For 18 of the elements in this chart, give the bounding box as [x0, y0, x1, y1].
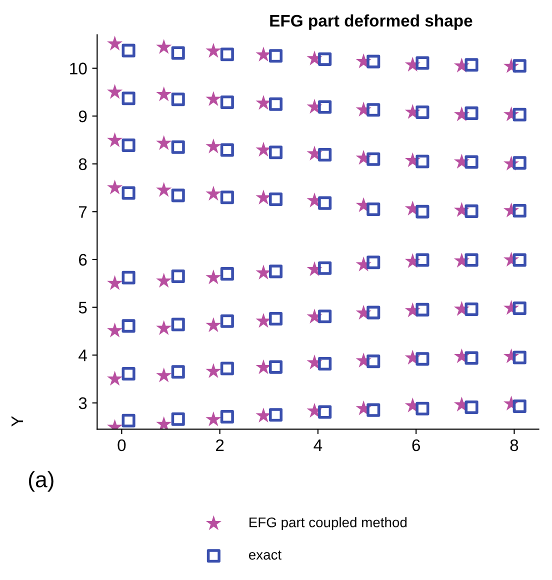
y-tick-label: 6	[79, 254, 87, 266]
y-tick-label: 8	[78, 158, 87, 170]
y-tick-label: 10	[70, 62, 87, 74]
x-tick-label: 4	[314, 440, 322, 451]
x-tick-label: 6	[412, 439, 420, 452]
y-tick-label: 9	[78, 110, 87, 122]
y-tick-label: 5	[78, 302, 87, 314]
x-tick-label: 8	[510, 439, 518, 452]
chart-title: EFG part deformed shape	[270, 14, 472, 30]
legend-label: EFG part coupled method	[250, 517, 407, 530]
legend-label: exact	[248, 550, 282, 560]
y-tick-label: 4	[78, 350, 87, 362]
y-tick-label: 7	[79, 206, 87, 218]
x-tick-label: 0	[118, 439, 126, 452]
y-axis-title: Y	[12, 416, 24, 427]
text: (a)	[28, 471, 54, 492]
y-tick-label: 3	[78, 397, 87, 410]
x-tick-label: 2	[216, 439, 224, 451]
